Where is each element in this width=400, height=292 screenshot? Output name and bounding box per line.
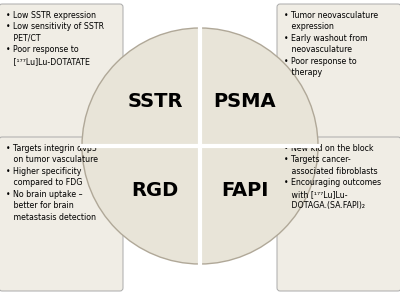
Text: FAPI: FAPI: [221, 181, 268, 200]
Text: SSTR: SSTR: [128, 92, 183, 111]
Text: PSMA: PSMA: [214, 92, 276, 111]
FancyBboxPatch shape: [0, 137, 123, 291]
FancyBboxPatch shape: [277, 137, 400, 291]
Text: • New kid on the block
• Targets cancer-
   associated fibroblasts
• Encouraging: • New kid on the block • Targets cancer-…: [284, 144, 381, 210]
Text: • Tumor neovasculature
   expression
• Early washout from
   neovasculature
• Po: • Tumor neovasculature expression • Earl…: [284, 11, 378, 77]
FancyBboxPatch shape: [0, 4, 123, 140]
Text: • Targets integrin αvβ3
   on tumor vasculature
• Higher specificity
   compared: • Targets integrin αvβ3 on tumor vascula…: [6, 144, 98, 222]
FancyBboxPatch shape: [277, 4, 400, 140]
Text: • Low SSTR expression
• Low sensitivity of SSTR
   PET/CT
• Poor response to
   : • Low SSTR expression • Low sensitivity …: [6, 11, 104, 66]
Text: RGD: RGD: [132, 181, 179, 200]
Circle shape: [82, 28, 318, 264]
